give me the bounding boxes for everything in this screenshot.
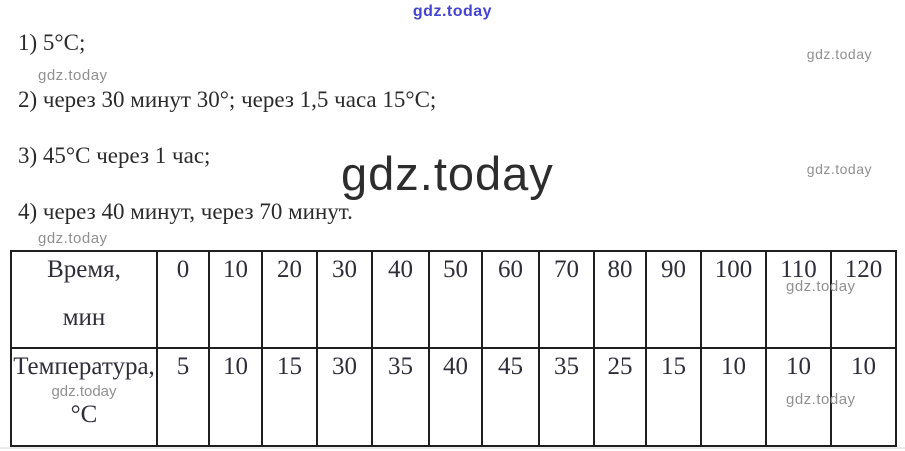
temp-cell: 15 bbox=[261, 347, 318, 447]
answer-line-4: 4) через 40 минут, через 70 минут. bbox=[18, 199, 353, 224]
temp-cell: 35 bbox=[371, 347, 430, 447]
temp-cell: 30 bbox=[316, 347, 373, 447]
time-cell: 70 bbox=[538, 250, 595, 349]
temp-cell: 10 bbox=[208, 347, 263, 447]
table-row-time: Время, мин 0 10 20 30 40 50 60 70 80 90 … bbox=[10, 250, 897, 349]
time-cell: 20 bbox=[261, 250, 318, 349]
scan-edge-line bbox=[0, 447, 905, 449]
time-cell: 60 bbox=[481, 250, 540, 349]
time-cell: 30 bbox=[316, 250, 373, 349]
time-temperature-table: Время, мин 0 10 20 30 40 50 60 70 80 90 … bbox=[10, 250, 897, 447]
watermark-gdz-table-row2: gdz.today bbox=[786, 391, 856, 408]
temperature-header-unit: °C bbox=[70, 401, 98, 428]
temp-cell: 15 bbox=[645, 347, 702, 447]
watermark-gdz-left-2: gdz.today bbox=[38, 230, 108, 247]
temp-cell: 10 bbox=[830, 347, 897, 447]
time-cell: 100 bbox=[700, 250, 767, 349]
time-cell: 0 bbox=[156, 250, 210, 349]
time-cell: 10 bbox=[208, 250, 263, 349]
temp-cell: 10 bbox=[700, 347, 767, 447]
temp-cell: 35 bbox=[538, 347, 595, 447]
watermark-gdz-right-1: gdz.today bbox=[806, 46, 872, 62]
time-cell: 90 bbox=[645, 250, 702, 349]
table-row-temperature: Температура, gdz.today °C 5 10 15 30 35 … bbox=[10, 347, 897, 447]
time-cell: 80 bbox=[593, 250, 647, 349]
answer-line-1: 1) 5°C; bbox=[18, 30, 86, 55]
temp-cell: 10 bbox=[765, 347, 832, 447]
watermark-gdz-table-row1: gdz.today bbox=[786, 278, 856, 295]
watermark-gdz-in-header: gdz.today bbox=[51, 383, 117, 400]
temperature-header-label: Температура, bbox=[13, 353, 155, 380]
time-cell: 120 bbox=[830, 250, 897, 349]
time-cell: 110 bbox=[765, 250, 832, 349]
answer-line-2: 2) через 30 минут 30°; через 1,5 часа 15… bbox=[18, 87, 437, 112]
temperature-row-header: Температура, gdz.today °C bbox=[10, 347, 158, 447]
watermark-gdz-left-1: gdz.today bbox=[38, 67, 108, 84]
time-header-unit: мин bbox=[62, 304, 106, 331]
temp-cell: 40 bbox=[428, 347, 483, 447]
watermark-gdz-top: gdz.today bbox=[412, 3, 493, 20]
temp-cell: 25 bbox=[593, 347, 647, 447]
answer-line-3: 3) 45°C через 1 час; bbox=[18, 143, 211, 168]
temp-cell: 5 bbox=[156, 347, 210, 447]
time-cell: 50 bbox=[428, 250, 483, 349]
watermark-gdz-right-2: gdz.today bbox=[806, 161, 872, 177]
time-cell: 40 bbox=[371, 250, 430, 349]
temp-cell: 45 bbox=[481, 347, 540, 447]
time-header-label: Время, bbox=[47, 256, 121, 283]
watermark-gdz-big: gdz.today bbox=[341, 147, 554, 200]
time-row-header: Время, мин bbox=[10, 250, 158, 349]
